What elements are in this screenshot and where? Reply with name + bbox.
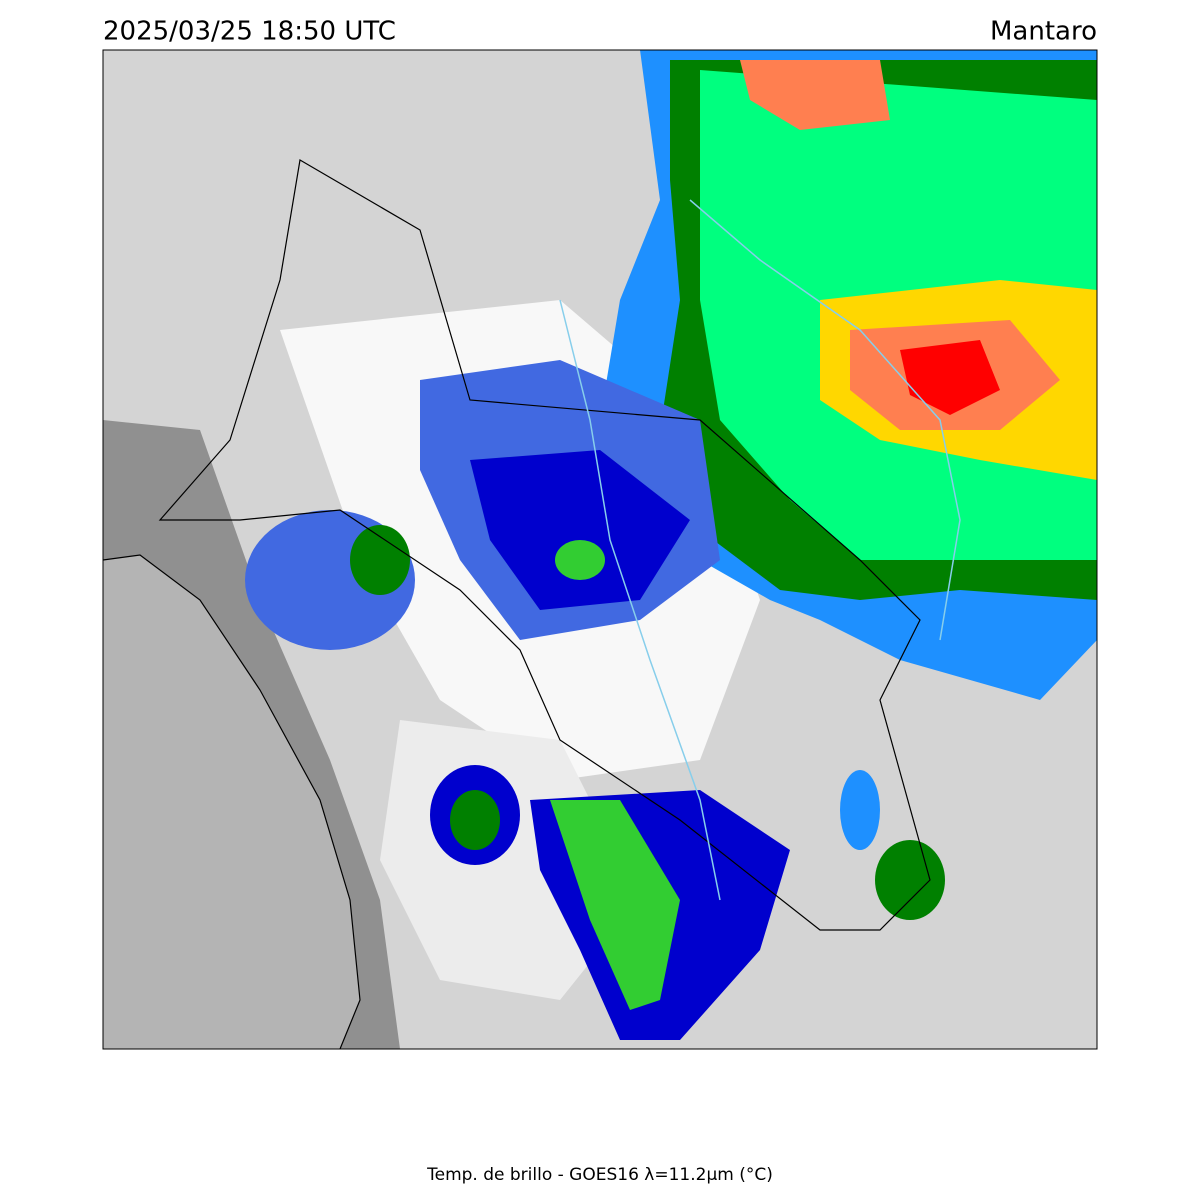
cloud-region — [450, 790, 500, 850]
colorbar-label: Temp. de brillo - GOES16 λ=11.2μm (°C) — [426, 1165, 773, 1185]
cloud-region — [840, 770, 880, 850]
cloud-region — [900, 340, 1000, 415]
coastline — [103, 554, 361, 1049]
cloud-region — [350, 525, 410, 595]
dark-terrain — [103, 420, 400, 1049]
cloud-region — [470, 450, 690, 610]
title: 2025/03/25 18:50 UTC — [103, 17, 396, 47]
river — [559, 199, 961, 901]
region: Mantaro — [990, 17, 1097, 47]
map-frame — [102, 49, 1098, 1050]
cloud-region — [550, 800, 680, 1010]
cloud-region — [555, 540, 605, 580]
region-border — [158, 159, 931, 931]
cloud-region — [740, 60, 890, 130]
cloud-region — [875, 840, 945, 920]
ocean — [103, 555, 360, 1049]
satellite-image — [103, 50, 1097, 1049]
